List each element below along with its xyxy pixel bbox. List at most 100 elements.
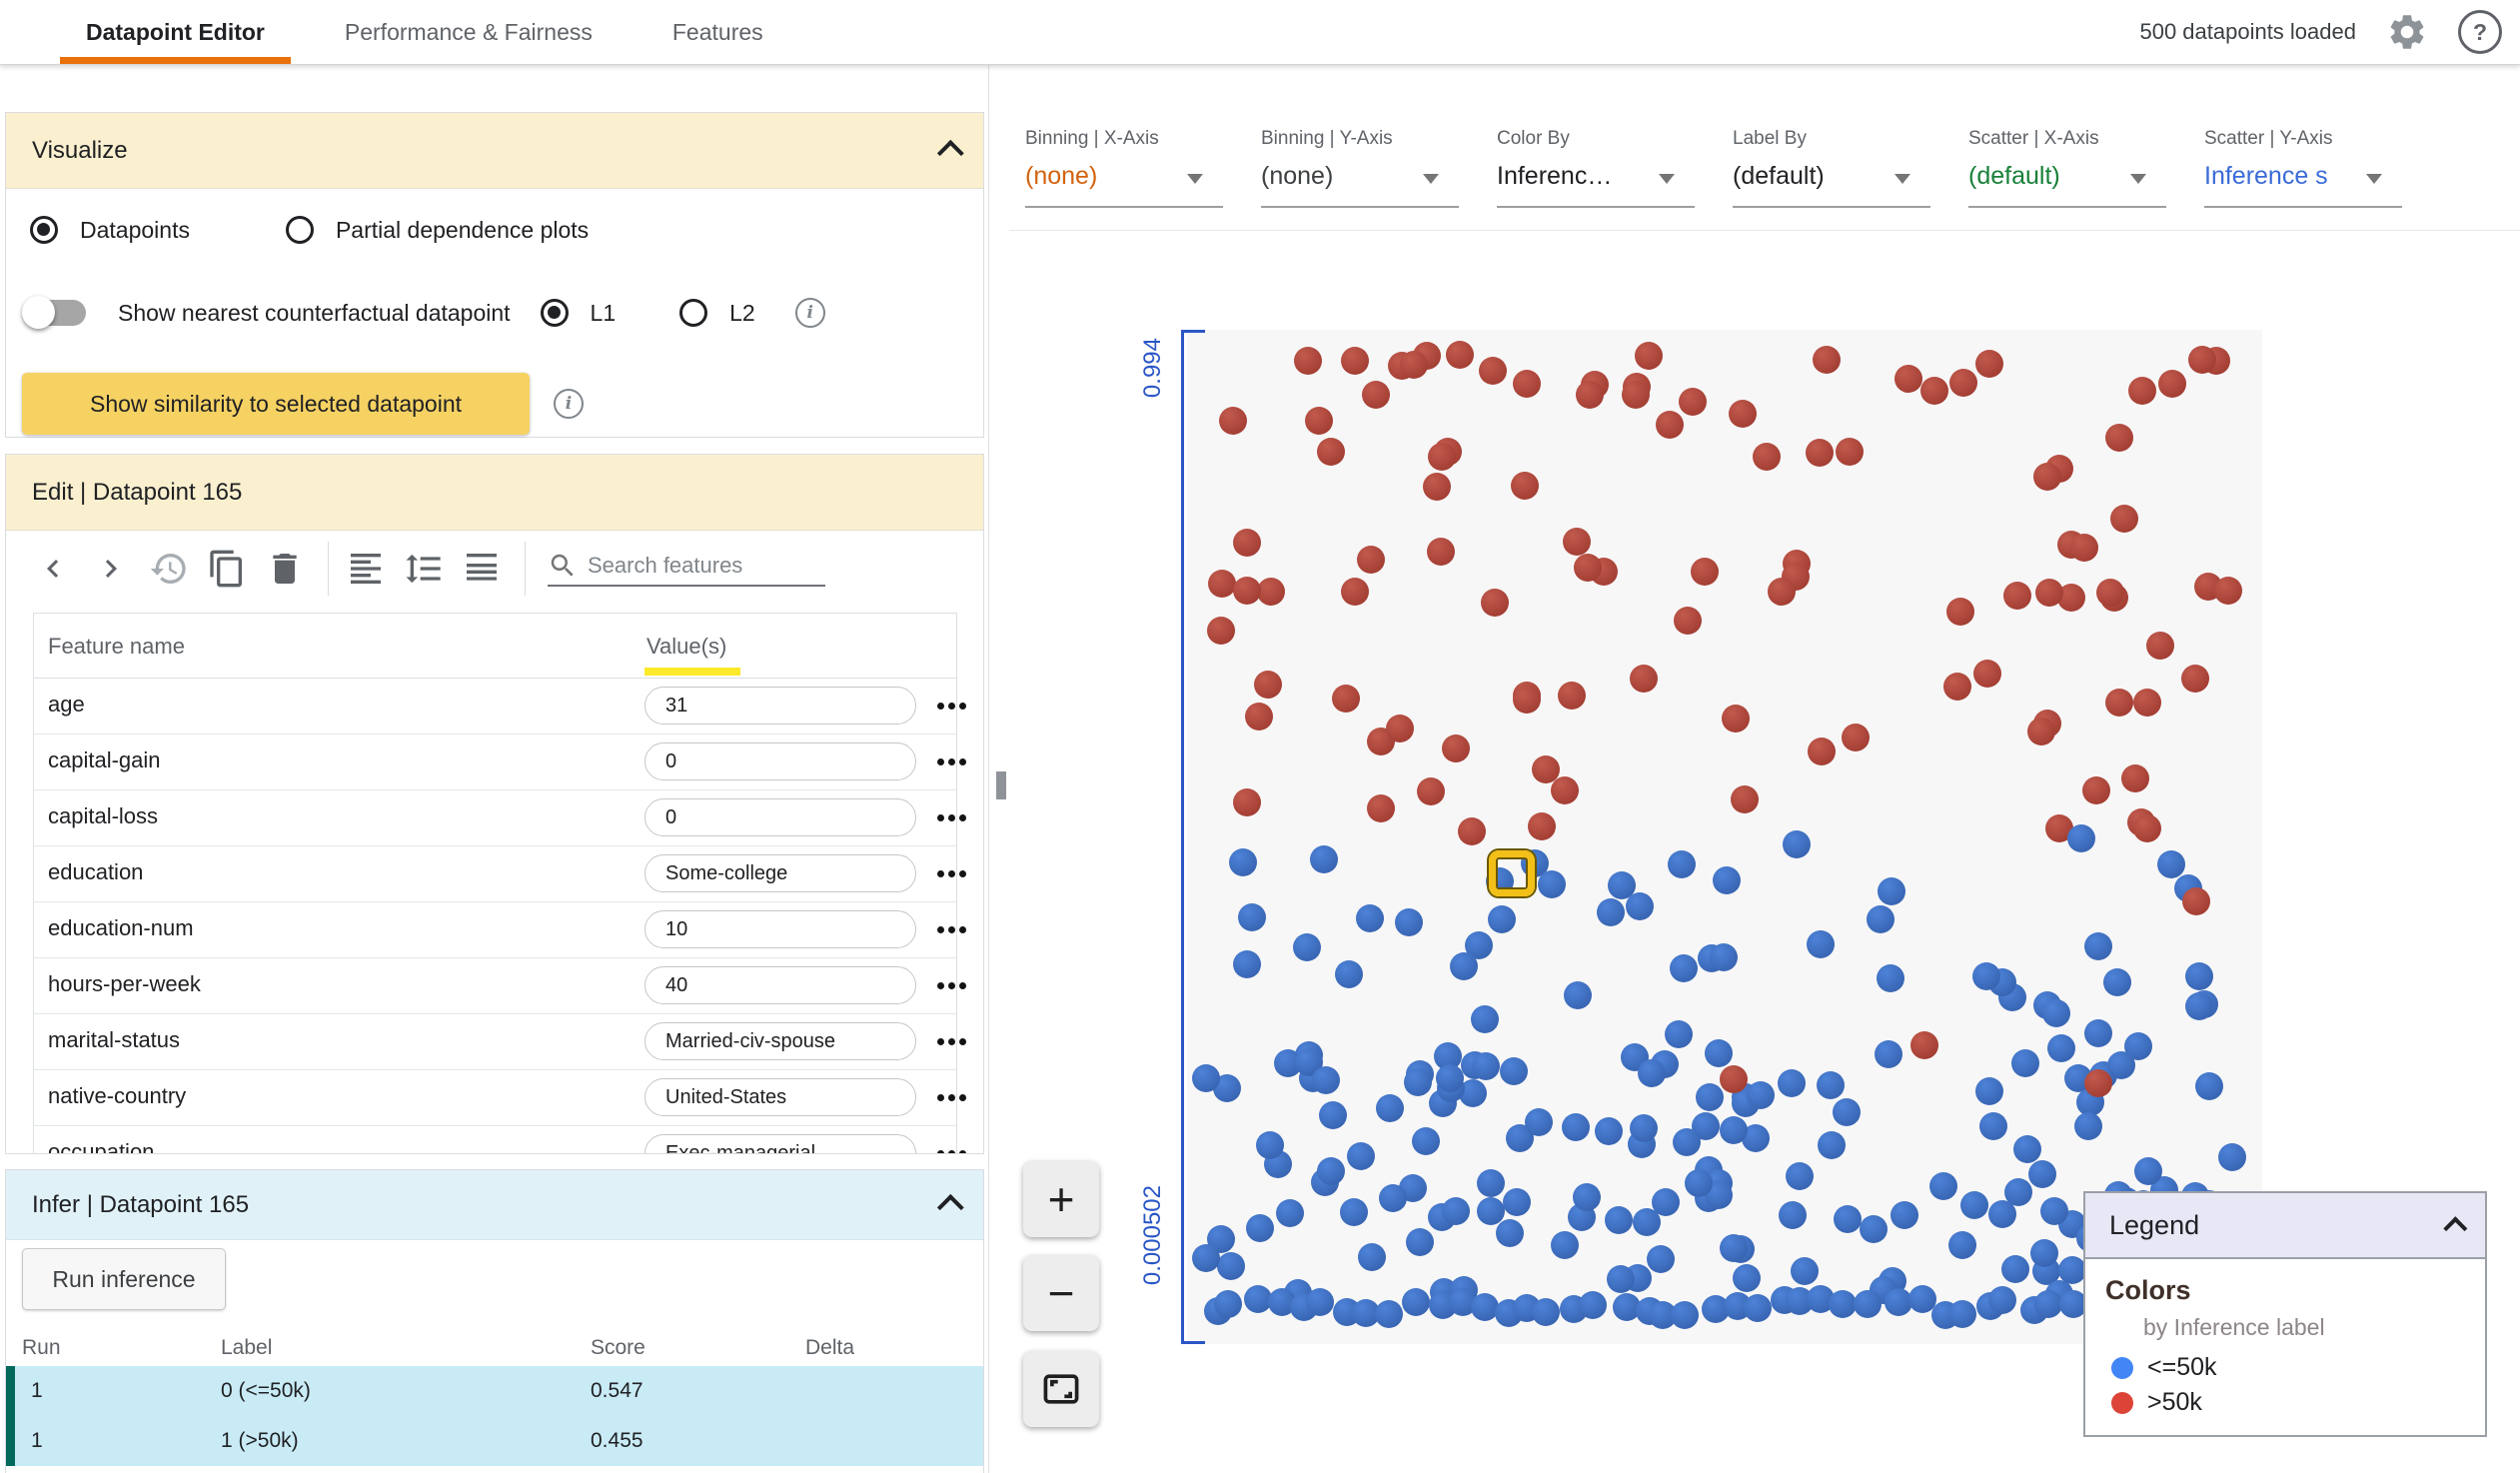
datapoint-dot[interactable] (2028, 1159, 2057, 1188)
feature-options-menu-icon[interactable] (937, 703, 944, 710)
datapoint-dot[interactable] (1974, 349, 2003, 378)
datapoint-dot[interactable] (1713, 865, 1742, 894)
datapoint-dot[interactable] (1720, 1065, 1749, 1093)
datapoint-dot[interactable] (1525, 1107, 1554, 1136)
datapoint-dot[interactable] (1254, 670, 1282, 699)
datapoints-radio[interactable] (30, 216, 58, 244)
datapoint-dot[interactable] (1691, 558, 1720, 587)
datapoint-dot[interactable] (2083, 931, 2112, 960)
datapoint-dot[interactable] (1806, 930, 1835, 958)
datapoint-dot[interactable] (1813, 345, 1842, 374)
dense-view-icon[interactable] (461, 548, 503, 590)
datapoint-dot[interactable] (1832, 1098, 1861, 1127)
datapoint-dot[interactable] (1362, 380, 1391, 409)
datapoint-dot[interactable] (1399, 350, 1428, 379)
datapoint-dot[interactable] (1974, 1076, 2003, 1105)
datapoint-dot[interactable] (1403, 1068, 1432, 1097)
datapoint-dot[interactable] (1634, 341, 1663, 370)
datapoint-dot[interactable] (1730, 785, 1759, 814)
datapoint-dot[interactable] (1622, 380, 1650, 409)
datapoint-dot[interactable] (1808, 737, 1837, 766)
datapoint-dot[interactable] (2026, 717, 2055, 745)
feature-value-input[interactable]: United-States (644, 1078, 916, 1116)
datapoint-dot[interactable] (1532, 1298, 1561, 1327)
datapoint-dot[interactable] (1647, 1245, 1676, 1273)
datapoint-dot[interactable] (1948, 1231, 1977, 1260)
datapoint-dot[interactable] (2157, 850, 2186, 879)
datapoint-dot[interactable] (1671, 1300, 1700, 1329)
fit-to-screen-button[interactable] (1023, 1351, 1099, 1427)
datapoint-dot[interactable] (1778, 1069, 1807, 1098)
datapoint-dot[interactable] (2180, 665, 2209, 693)
datapoint-dot[interactable] (1945, 598, 1974, 626)
datapoint-dot[interactable] (1191, 1243, 1220, 1272)
datapoint-dot[interactable] (1630, 1113, 1659, 1142)
datapoint-dot[interactable] (2127, 376, 2156, 405)
datapoint-dot[interactable] (1214, 1289, 1243, 1318)
feature-value-input[interactable]: Exec-managerial (644, 1134, 916, 1153)
datapoint-dot[interactable] (2033, 463, 2062, 492)
datapoint-dot[interactable] (1783, 830, 1812, 859)
datapoint-dot[interactable] (1232, 576, 1261, 605)
datapoint-dot[interactable] (2047, 1033, 2076, 1062)
next-datapoint-icon[interactable] (90, 548, 132, 590)
datapoint-dot[interactable] (1575, 381, 1604, 410)
datapoint-dot[interactable] (1229, 848, 1258, 877)
feature-value-input[interactable]: 10 (644, 910, 916, 948)
scatter-plot[interactable] (1187, 330, 2262, 1344)
datapoint-dot[interactable] (1347, 1141, 1375, 1170)
feature-value-input[interactable]: 0 (644, 742, 916, 780)
datapoint-dot[interactable] (2042, 999, 2071, 1028)
datapoint-dot[interactable] (2184, 991, 2213, 1020)
zoom-in-button[interactable]: + (1023, 1161, 1099, 1237)
datapoint-dot[interactable] (1319, 1101, 1348, 1129)
datapoint-dot[interactable] (1578, 1290, 1607, 1319)
l2-radio[interactable] (679, 299, 708, 327)
datapoint-dot[interactable] (1304, 407, 1333, 436)
datapoint-dot[interactable] (2217, 1143, 2246, 1172)
dropdown-label-by[interactable]: Label By (default) (1733, 128, 1938, 208)
datapoint-dot[interactable] (1817, 1131, 1846, 1160)
previous-datapoint-icon[interactable] (32, 548, 74, 590)
datapoint-dot[interactable] (1405, 1228, 1434, 1256)
datapoint-dot[interactable] (2081, 775, 2110, 804)
datapoint-dot[interactable] (1477, 1197, 1506, 1225)
dropdown-binning-x-axis[interactable]: Binning | X-Axis (none) (1025, 128, 1231, 208)
datapoint-dot[interactable] (1426, 537, 1455, 566)
datapoint-dot[interactable] (1243, 1285, 1272, 1314)
datapoint-dot[interactable] (1527, 812, 1556, 841)
tab-features[interactable]: Features (646, 0, 789, 64)
datapoint-dot[interactable] (2158, 370, 2187, 399)
datapoint-dot[interactable] (2188, 346, 2217, 375)
datapoint-dot[interactable] (1656, 410, 1685, 439)
datapoint-dot[interactable] (2195, 1071, 2224, 1100)
datapoint-dot[interactable] (1316, 437, 1345, 466)
datapoint-dot[interactable] (1987, 1286, 2016, 1315)
selected-datapoint-marker[interactable] (1488, 850, 1535, 897)
datapoint-dot[interactable] (1563, 980, 1592, 1009)
datapoint-dot[interactable] (1753, 442, 1782, 471)
datapoint-dot[interactable] (1721, 704, 1750, 733)
datapoint-dot[interactable] (1607, 1265, 1635, 1294)
datapoint-dot[interactable] (1720, 1234, 1748, 1263)
datapoint-dot[interactable] (2213, 576, 2242, 605)
tab-performance-fairness[interactable]: Performance & Fairness (319, 0, 619, 64)
datapoint-dot[interactable] (2133, 1157, 2162, 1186)
datapoint-dot[interactable] (1597, 898, 1626, 927)
datapoint-dot[interactable] (2070, 534, 2099, 562)
datapoint-dot[interactable] (1502, 1188, 1531, 1217)
datapoint-dot[interactable] (1442, 1196, 1471, 1225)
datapoint-dot[interactable] (1311, 1066, 1340, 1095)
datapoint-dot[interactable] (2181, 886, 2210, 915)
datapoint-dot[interactable] (1778, 1201, 1807, 1230)
datapoint-dot[interactable] (1394, 907, 1423, 936)
datapoint-dot[interactable] (1988, 1199, 2017, 1228)
collapse-infer-chevron-icon[interactable] (936, 1193, 964, 1221)
datapoint-dot[interactable] (1256, 1131, 1284, 1160)
datapoint-dot[interactable] (1495, 1219, 1524, 1248)
datapoint-dot[interactable] (1665, 1019, 1693, 1048)
datapoint-dot[interactable] (1971, 962, 2000, 990)
datapoint-dot[interactable] (1341, 577, 1370, 606)
datapoint-dot[interactable] (1513, 369, 1542, 398)
datapoint-dot[interactable] (1561, 1113, 1590, 1142)
